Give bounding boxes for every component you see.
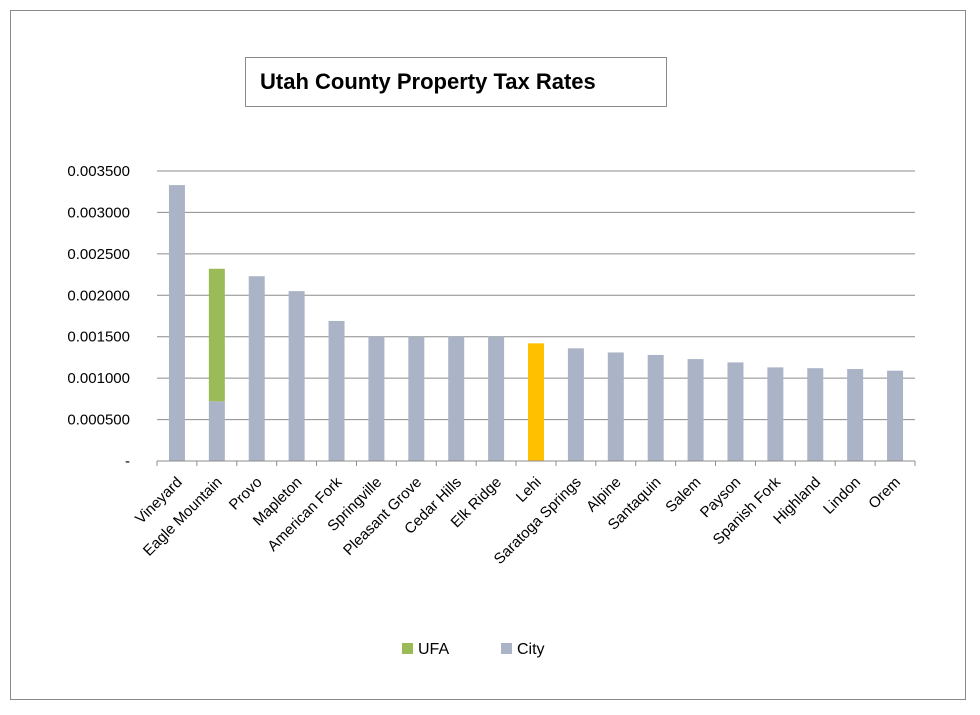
y-tick-label: 0.001000 bbox=[67, 370, 130, 387]
bar-city-mapleton bbox=[288, 291, 305, 461]
bar-city-orem bbox=[887, 370, 904, 461]
bar-city-salem bbox=[687, 359, 704, 461]
bar-ufa-lehi bbox=[528, 343, 544, 461]
bar-city-vineyard bbox=[168, 185, 185, 462]
bar-city-provo bbox=[248, 276, 265, 461]
x-category-label: Orem bbox=[865, 474, 904, 513]
bar-city-american-fork bbox=[328, 320, 345, 461]
bar-city-elk-ridge bbox=[488, 336, 505, 461]
y-tick-label: - bbox=[125, 453, 130, 470]
legend: UFA City bbox=[402, 641, 545, 658]
bar-city-santaquin bbox=[647, 354, 664, 461]
bar-city-springville bbox=[368, 336, 385, 461]
bar-city-pleasant-grove bbox=[408, 336, 425, 461]
x-axis bbox=[156, 460, 916, 466]
bar-ufa-eagle-mountain bbox=[208, 268, 225, 402]
bar-city-cedar-hills bbox=[448, 336, 465, 461]
x-category-label: Lindon bbox=[820, 474, 864, 518]
y-tick-label: 0.003000 bbox=[67, 204, 130, 221]
chart-title-box: Utah County Property Tax Rates bbox=[245, 57, 667, 107]
y-tick-label: 0.000500 bbox=[67, 412, 130, 429]
y-tick-label: 0.002500 bbox=[67, 246, 130, 263]
legend-label-ufa: UFA bbox=[418, 641, 449, 658]
y-tick-label: 0.003500 bbox=[67, 163, 130, 180]
legend-swatch-ufa bbox=[402, 643, 413, 654]
y-tick-label: 0.002000 bbox=[67, 287, 130, 304]
legend-label-city: City bbox=[517, 641, 545, 658]
y-tick-label: 0.001500 bbox=[67, 329, 130, 346]
bar-city-alpine bbox=[607, 352, 624, 461]
bar-city-lindon bbox=[847, 369, 864, 461]
bar-city-saratoga-springs bbox=[567, 348, 584, 461]
bar-city-highland bbox=[807, 368, 824, 461]
legend-swatch-city bbox=[501, 643, 512, 654]
bar-city-spanish-fork bbox=[767, 367, 784, 461]
y-axis-tick-labels: - 0.000500 0.001000 0.001500 0.002000 0.00250… bbox=[67, 163, 130, 470]
bar-city-payson bbox=[727, 362, 744, 461]
chart-title: Utah County Property Tax Rates bbox=[260, 69, 596, 94]
bar-city-eagle-mountain bbox=[208, 401, 225, 461]
x-category-label: Lehi bbox=[513, 474, 545, 506]
bars bbox=[168, 185, 904, 462]
